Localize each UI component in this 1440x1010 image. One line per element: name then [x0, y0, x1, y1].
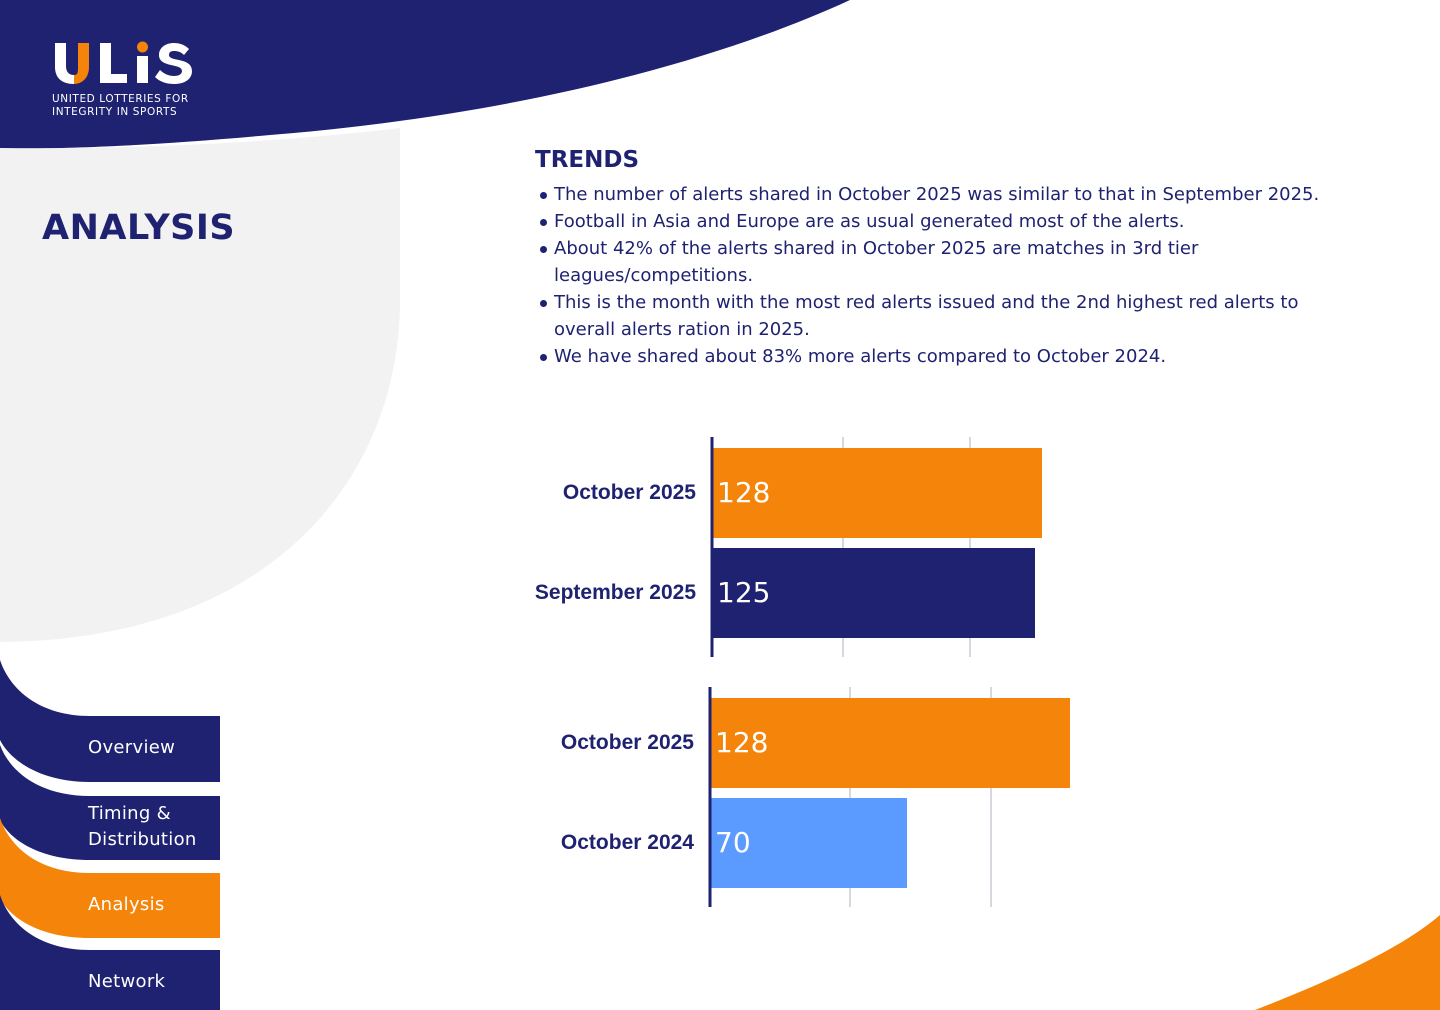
value-label: 128	[717, 476, 771, 509]
trend-bullet: Football in Asia and Europe are as usual…	[536, 208, 1356, 235]
bar-october-2024	[710, 798, 907, 888]
trend-bullet: We have shared about 83% more alerts com…	[536, 343, 1356, 370]
bar-october-2025	[712, 448, 1042, 538]
trend-bullet: This is the month with the most red aler…	[536, 289, 1356, 343]
chart-oct-vs-sep: October 2025 September 2025 128 125	[500, 435, 1120, 660]
nav-item-timing-line2: Distribution	[88, 829, 197, 850]
trends-list: The number of alerts shared in October 2…	[536, 181, 1356, 370]
nav-item-timing[interactable]: Timing & Distribution	[88, 801, 197, 853]
bar-october-2025	[710, 698, 1070, 788]
nav-tab-overview-shape[interactable]	[0, 660, 220, 782]
chart-oct-yoy: October 2025 October 2024 128 70	[500, 685, 1120, 910]
nav-tab-network-shape[interactable]	[0, 895, 220, 1010]
category-label: October 2024	[560, 831, 694, 854]
nav-item-analysis[interactable]: Analysis	[88, 894, 165, 915]
nav-tabs-shapes	[0, 660, 220, 1010]
side-nav: Overview Timing & Distribution Analysis …	[0, 660, 230, 1010]
nav-item-network[interactable]: Network	[88, 971, 166, 992]
grey-panel	[0, 128, 400, 642]
logo-tagline-line2: INTEGRITY IN SPORTS	[52, 106, 178, 118]
value-label: 128	[715, 726, 769, 759]
category-label: October 2025	[562, 481, 696, 504]
trend-bullet: About 42% of the alerts shared in Octobe…	[536, 235, 1356, 289]
trends-title: TRENDS	[535, 147, 640, 173]
trend-bullet: The number of alerts shared in October 2…	[536, 181, 1356, 208]
nav-item-timing-line1: Timing &	[88, 803, 171, 824]
nav-tab-timing-shape[interactable]	[0, 745, 220, 860]
bar-september-2025	[712, 548, 1035, 638]
header-swoosh	[0, 0, 850, 149]
category-label: October 2025	[560, 731, 694, 754]
category-label: September 2025	[534, 581, 696, 604]
value-label: 70	[715, 826, 751, 859]
ulis-logo	[52, 40, 232, 130]
page-title: ANALYSIS	[42, 208, 236, 248]
value-label: 125	[717, 576, 771, 609]
chart-oct-vs-sep-svg	[710, 437, 1042, 657]
ulis-wordmark	[55, 41, 192, 84]
logo-tagline: UNITED LOTTERIES FOR INTEGRITY IN SPORTS	[52, 93, 189, 119]
logo-tagline-line1: UNITED LOTTERIES FOR	[52, 93, 189, 105]
nav-item-overview[interactable]: Overview	[88, 737, 176, 758]
chart-oct-yoy-svg	[708, 687, 1070, 907]
corner-accent	[1255, 915, 1440, 1010]
nav-tab-analysis-shape[interactable]	[0, 818, 220, 938]
